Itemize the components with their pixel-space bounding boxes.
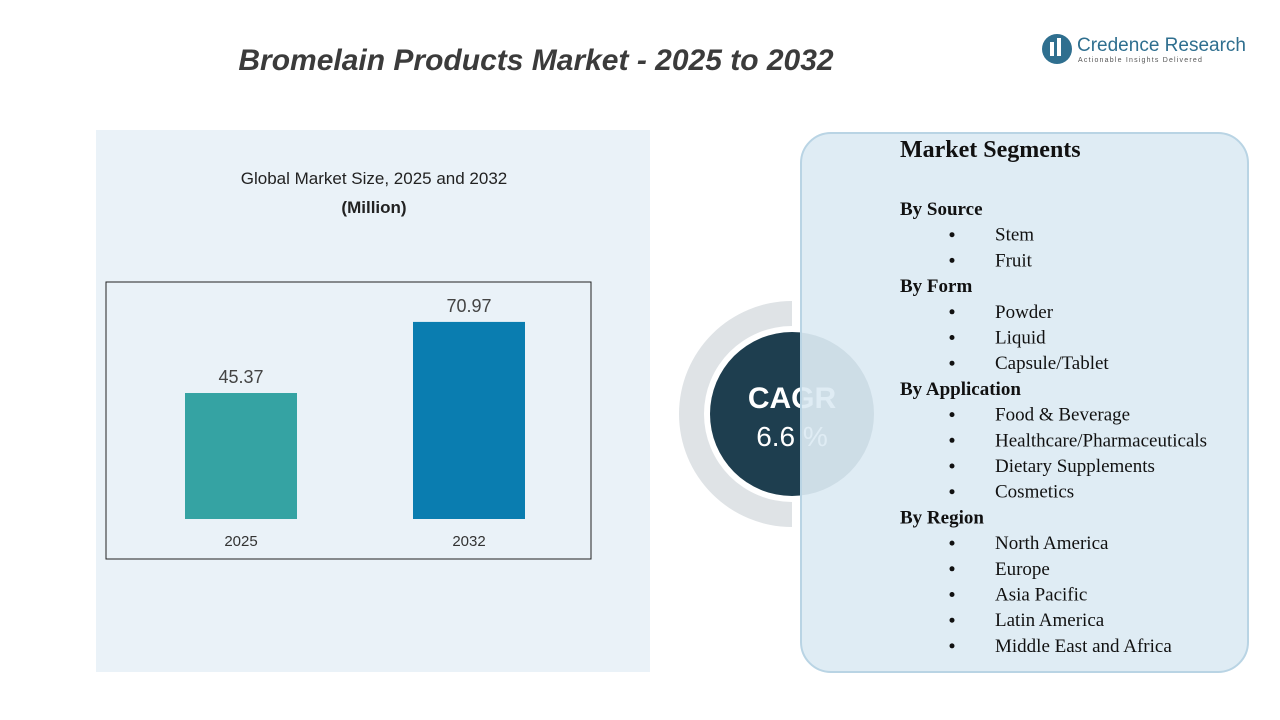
bullet <box>949 617 955 623</box>
chart-title: Global Market Size, 2025 and 2032 <box>241 169 508 188</box>
segment-item: Powder <box>995 302 1054 323</box>
segment-item: Capsule/Tablet <box>995 353 1109 374</box>
segments-list: By Source Stem Fruit By Form Powder Liquid Cap… <box>900 199 1207 657</box>
segment-group: By Application <box>900 379 1021 400</box>
logo-icon-bar <box>1057 38 1061 56</box>
segment-item: Healthcare/Pharmaceuticals <box>995 430 1207 451</box>
logo-name: Credence Research <box>1077 35 1246 56</box>
segment-group: By Form <box>900 276 972 297</box>
page-title: Bromelain Products Market - 2025 to 2032 <box>238 44 834 77</box>
segment-item: Dietary Supplements <box>995 456 1155 477</box>
x-tick-label: 2025 <box>224 533 257 550</box>
segment-item: North America <box>995 533 1109 554</box>
segment-item: Fruit <box>995 250 1033 271</box>
logo-icon-bar <box>1050 42 1054 56</box>
bullet <box>949 232 955 238</box>
bullet <box>949 643 955 649</box>
segment-item: Asia Pacific <box>995 585 1087 606</box>
logo: Credence Research Actionable Insights De… <box>1042 34 1246 64</box>
segment-item: Cosmetics <box>995 482 1074 503</box>
x-tick-label: 2032 <box>452 533 485 550</box>
segment-item: Stem <box>995 225 1034 246</box>
logo-tagline: Actionable Insights Delivered <box>1078 57 1203 64</box>
bullet <box>949 437 955 443</box>
segment-group: By Source <box>900 199 983 220</box>
bullet <box>949 489 955 495</box>
bars: 45.37 2025 70.97 2032 <box>185 296 525 550</box>
bullet <box>949 566 955 572</box>
bullet <box>949 463 955 469</box>
chart-subtitle: (Million) <box>341 198 406 217</box>
segment-item: Food & Beverage <box>995 405 1130 426</box>
bar <box>185 393 297 519</box>
bullet <box>949 257 955 263</box>
bullet <box>949 592 955 597</box>
bar <box>413 321 525 519</box>
bullet <box>949 360 955 366</box>
segment-group: By Region <box>900 507 984 528</box>
segment-item: Europe <box>995 559 1050 580</box>
chart-frame <box>105 281 592 560</box>
segments-panel <box>800 132 1249 673</box>
bullet <box>949 335 955 340</box>
bullet <box>949 540 955 546</box>
segment-item: Liquid <box>995 328 1046 349</box>
bullet <box>949 412 955 418</box>
data-label: 70.97 <box>446 296 491 316</box>
segments-title: Market Segments <box>900 137 1081 163</box>
bullet <box>949 309 955 315</box>
segment-item: Latin America <box>995 610 1105 631</box>
data-label: 45.37 <box>218 367 263 387</box>
segment-item: Middle East and Africa <box>995 636 1172 657</box>
